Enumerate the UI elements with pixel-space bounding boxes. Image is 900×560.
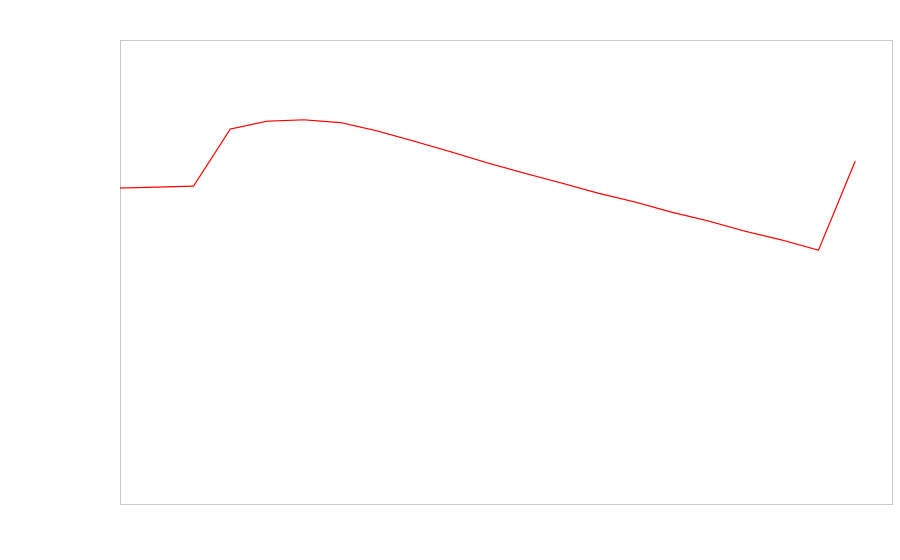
data-line	[119, 119, 856, 251]
plot-frame	[120, 40, 893, 505]
